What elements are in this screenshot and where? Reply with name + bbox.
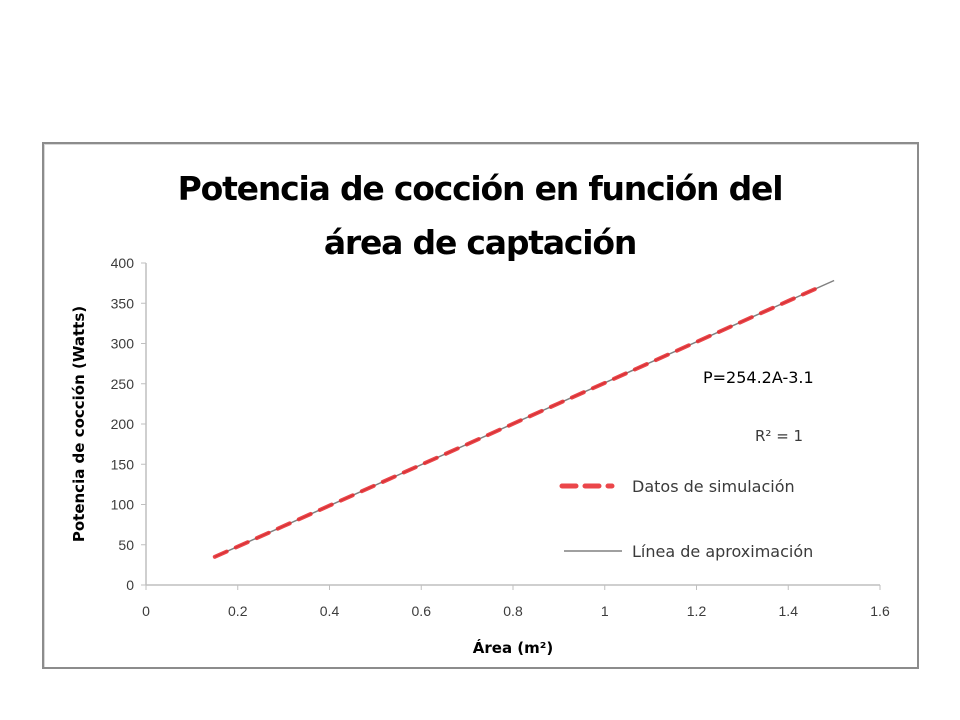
y-tick-label: 200 bbox=[111, 416, 135, 432]
r-squared-label: R² = 1 bbox=[755, 427, 804, 445]
x-tick-label: 0.4 bbox=[320, 603, 340, 619]
chart-title-line-1: Potencia de cocción en función del bbox=[177, 169, 784, 208]
y-axis-title: Potencia de cocción (Watts) bbox=[70, 306, 88, 542]
y-tick-label: 250 bbox=[111, 376, 135, 392]
legend-label-simulation: Datos de simulación bbox=[632, 477, 795, 496]
y-axis: 0 50 100 150 200 250 300 350 400 bbox=[111, 255, 147, 593]
x-tick-label: 0.2 bbox=[228, 603, 248, 619]
x-tick-label: 1.4 bbox=[779, 603, 799, 619]
regression-equation: P=254.2A-3.1 bbox=[703, 368, 814, 387]
y-tick-label: 50 bbox=[118, 537, 134, 553]
y-tick-label: 100 bbox=[111, 497, 135, 513]
y-tick-label: 400 bbox=[111, 255, 135, 271]
x-tick-label: 1 bbox=[601, 603, 609, 619]
x-tick-label: 0 bbox=[142, 603, 150, 619]
chart-frame bbox=[42, 142, 919, 669]
x-axis: 0 0.2 0.4 0.6 0.8 1 1.2 1.4 1.6 bbox=[142, 584, 890, 619]
simulation-data-line bbox=[212, 284, 823, 559]
y-tick-label: 300 bbox=[111, 336, 135, 352]
y-tick-label: 0 bbox=[126, 577, 134, 593]
legend-label-approximation: Línea de aproximación bbox=[632, 542, 813, 561]
y-tick-label: 350 bbox=[111, 295, 135, 311]
x-tick-label: 1.2 bbox=[687, 603, 707, 619]
x-tick-label: 0.6 bbox=[412, 603, 432, 619]
chart-title-line-2: área de captación bbox=[323, 223, 638, 262]
y-tick-label: 150 bbox=[111, 456, 135, 472]
legend: Datos de simulación Línea de aproximació… bbox=[559, 477, 813, 561]
x-axis-title: Área (m²) bbox=[473, 638, 553, 657]
x-tick-label: 1.6 bbox=[870, 603, 890, 619]
x-tick-label: 0.8 bbox=[503, 603, 523, 619]
